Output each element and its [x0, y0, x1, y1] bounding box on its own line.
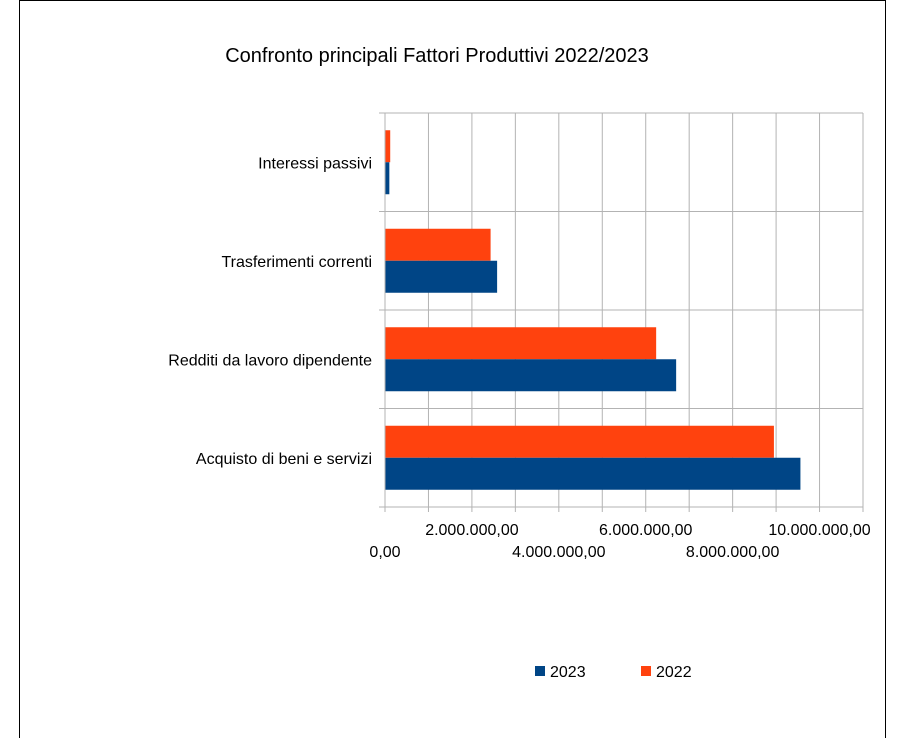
- chart-frame: [19, 0, 886, 738]
- category-label: Acquisto di beni e servizi: [196, 451, 372, 468]
- x-tick-label: 0,00: [369, 544, 400, 561]
- bar-2023: [385, 162, 390, 195]
- category-label: Trasferimenti correnti: [221, 254, 372, 271]
- x-tick-label: 2.000.000,00: [425, 522, 519, 539]
- bar-2022: [385, 130, 391, 163]
- bars: [385, 130, 801, 490]
- x-tick-label: 8.000.000,00: [686, 544, 780, 561]
- bar-2023: [385, 457, 801, 490]
- chart-title: Confronto principali Fattori Produttivi …: [225, 45, 649, 67]
- x-tick-label: 4.000.000,00: [512, 544, 606, 561]
- x-tick-label: 6.000.000,00: [599, 522, 693, 539]
- category-label: Interessi passivi: [258, 155, 372, 172]
- bar-2022: [385, 228, 491, 261]
- bar-2022: [385, 327, 657, 360]
- bar-2022: [385, 425, 774, 458]
- legend-label-2022: 2022: [656, 664, 692, 681]
- category-labels: Interessi passivi Trasferimenti correnti R…: [168, 155, 372, 468]
- x-tick-label: 10.000.000,00: [768, 522, 870, 539]
- x-tick-labels: 0,00 2.000.000,00 4.000.000,00 6.000.000,00…: [369, 522, 870, 561]
- bar-2023: [385, 359, 677, 392]
- category-label: Redditi da lavoro dipendente: [168, 352, 372, 369]
- legend: 2023 2022: [535, 664, 692, 681]
- legend-swatch-2023: [535, 666, 545, 676]
- axes: [379, 112, 864, 512]
- legend-swatch-2022: [641, 666, 651, 676]
- bar-2023: [385, 260, 498, 293]
- gridlines: [385, 112, 864, 507]
- legend-label-2023: 2023: [550, 664, 586, 681]
